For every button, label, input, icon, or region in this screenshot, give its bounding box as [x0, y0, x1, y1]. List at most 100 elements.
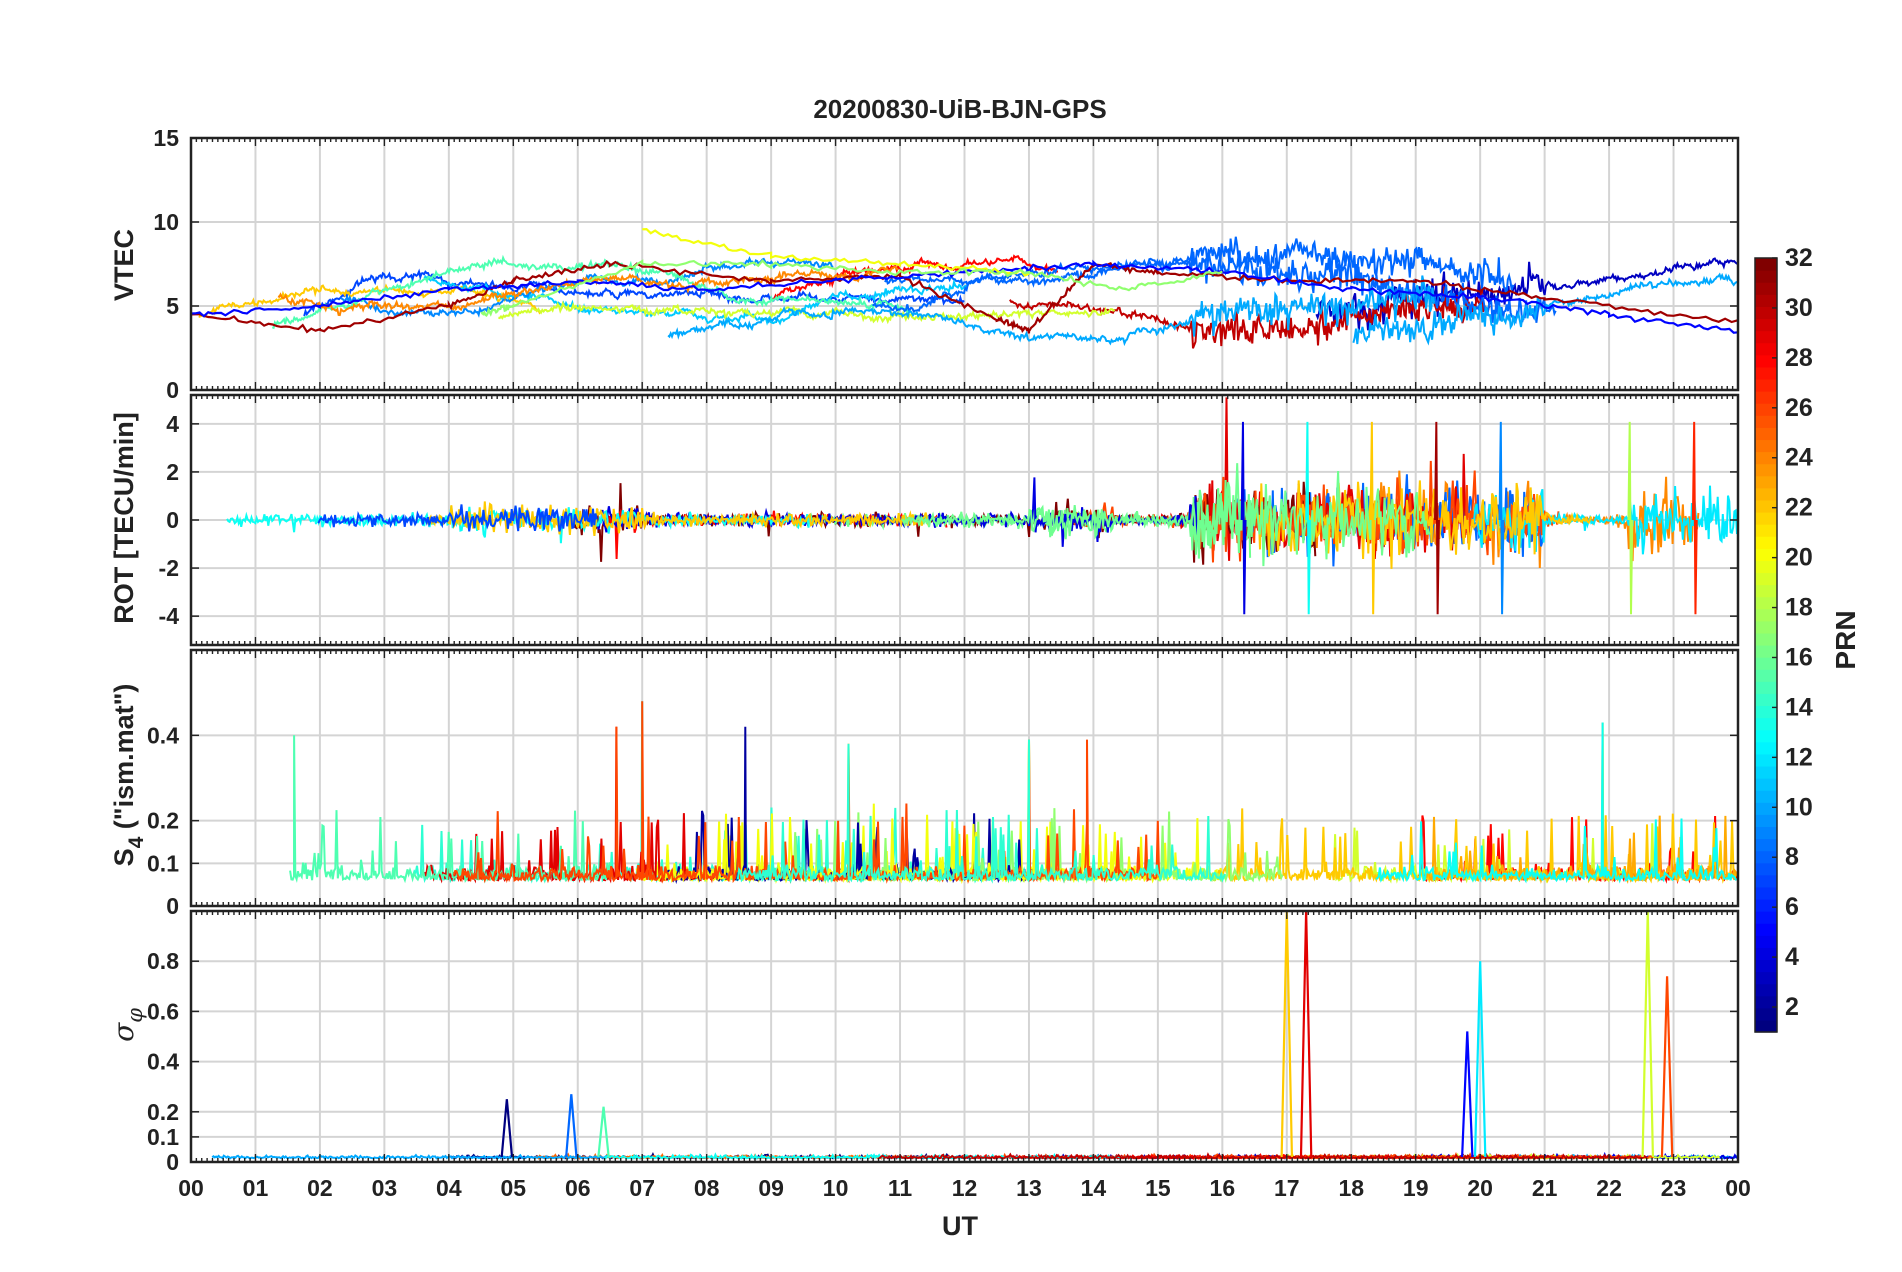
- colorbar-segment: [1755, 862, 1777, 876]
- y-tick-label: 0.6: [147, 998, 179, 1024]
- colorbar-segment: [1755, 511, 1777, 525]
- x-tick-label: 17: [1274, 1175, 1300, 1201]
- colorbar-segment: [1755, 487, 1777, 501]
- panel-vtec: 0 5 10 15: [153, 125, 1740, 403]
- trend-line-prn-31: [191, 259, 1738, 334]
- peak-mark: [1299, 911, 1313, 1158]
- x-tick-label: 01: [243, 1175, 269, 1201]
- x-tick-label: 22: [1596, 1175, 1622, 1201]
- colorbar-segment: [1755, 886, 1777, 900]
- y-tick-label: 15: [153, 125, 179, 151]
- ylabel-sigma-main: σ: [107, 1022, 140, 1042]
- colorbar-segment: [1755, 572, 1777, 586]
- x-tick-label: 10: [823, 1175, 849, 1201]
- colorbar-segment: [1755, 850, 1777, 864]
- colorbar-segment: [1755, 451, 1777, 465]
- y-tick-label: 10: [153, 209, 179, 235]
- x-tick-label: 13: [1016, 1175, 1042, 1201]
- colorbar-segment: [1755, 838, 1777, 852]
- colorbar-segment: [1755, 814, 1777, 828]
- trend-line-prn-5: [191, 259, 1738, 334]
- colorbar-tick-label: 2: [1785, 993, 1799, 1021]
- x-tick-label: 18: [1338, 1175, 1364, 1201]
- rot-spike: [1691, 421, 1698, 615]
- colorbar-segment: [1755, 765, 1777, 779]
- colorbar-segment: [1755, 258, 1777, 271]
- y-tick-label: 4: [166, 411, 179, 437]
- x-tick-label: 21: [1532, 1175, 1558, 1201]
- x-tick-label: 14: [1081, 1175, 1107, 1201]
- series-line: [271, 254, 911, 330]
- colorbar-segment: [1755, 596, 1777, 610]
- x-tick-label: 09: [758, 1175, 784, 1201]
- series-line: [667, 275, 1435, 347]
- colorbar-segment: [1755, 499, 1777, 513]
- x-tick-label: 19: [1403, 1175, 1429, 1201]
- series-group: [289, 701, 1738, 885]
- peak-mark: [1461, 1031, 1474, 1158]
- rot-spike: [1627, 421, 1634, 615]
- series-line: [1375, 722, 1738, 884]
- peak-mark: [1641, 911, 1655, 1158]
- ylabel-s4-rest: ("ism.mat"): [109, 684, 139, 837]
- colorbar-segment: [1755, 270, 1777, 283]
- colorbar-segment: [1755, 705, 1777, 719]
- colorbar-tick-label: 32: [1785, 244, 1813, 272]
- chart-title: 20200830-UiB-BJN-GPS: [813, 94, 1106, 124]
- colorbar-tick-label: 16: [1785, 643, 1813, 671]
- series-group: [191, 227, 1738, 349]
- colorbar-segment: [1755, 560, 1777, 574]
- x-tick-label: 12: [952, 1175, 978, 1201]
- peak-mark: [1473, 961, 1487, 1158]
- series-line: [884, 236, 1515, 295]
- x-tick-label: 05: [500, 1175, 526, 1201]
- peak-mark: [1280, 911, 1294, 1158]
- colorbar-tick-label: 14: [1785, 693, 1813, 721]
- colorbar-segment: [1755, 959, 1777, 973]
- colorbar-segment: [1755, 983, 1777, 997]
- ylabel-s4-main: S: [109, 848, 139, 866]
- x-tick-label: 03: [372, 1175, 398, 1201]
- colorbar-tick-label: 8: [1785, 843, 1799, 871]
- series-line: [1009, 284, 1491, 349]
- x-tick-label: 06: [565, 1175, 591, 1201]
- y-tick-label: 0.2: [147, 1099, 179, 1125]
- ylabel-sigma-sub: φ: [123, 1008, 147, 1023]
- series-group: [211, 911, 1738, 1161]
- colorbar-frame: [1754, 257, 1778, 1033]
- series-line: [901, 463, 1252, 558]
- colorbar-segment: [1755, 282, 1777, 295]
- colorbar-tick-label: 30: [1785, 294, 1813, 322]
- y-tick-label: 0.1: [147, 850, 179, 876]
- colorbar-segment: [1755, 681, 1777, 694]
- y-tick-label: 0.4: [147, 1049, 179, 1075]
- series-line: [498, 300, 1116, 325]
- colorbar-segment: [1755, 548, 1777, 561]
- colorbar-segment: [1755, 693, 1777, 707]
- colorbar-segment: [1755, 354, 1777, 368]
- x-tick-labels: 00 01 02 03 04 05 06 07 08 09 10 11 12 13 14 15 16 17 18 19…: [178, 1175, 1751, 1201]
- y-tick-label: 0: [166, 893, 179, 919]
- y-tick-label: 0.8: [147, 948, 179, 974]
- x-tick-label: 08: [694, 1175, 720, 1201]
- colorbar-tick-label: 28: [1785, 344, 1813, 372]
- colorbar-segment: [1755, 911, 1777, 924]
- y-tick-label: -4: [159, 603, 180, 629]
- colorbar-segment: [1755, 790, 1777, 803]
- ylabel-sigma-phi: σφ: [107, 1008, 147, 1042]
- colorbar-segment: [1755, 947, 1777, 961]
- y-tick-label: 0: [166, 1149, 179, 1175]
- colorbar-segment: [1755, 475, 1777, 489]
- colorbar-segment: [1755, 524, 1777, 537]
- colorbar-segment: [1755, 971, 1777, 985]
- colorbar-segment: [1755, 717, 1777, 731]
- series-line: [736, 739, 1227, 884]
- ylabel-s4-sub: 4: [125, 836, 148, 848]
- colorbar-segment: [1755, 584, 1777, 598]
- colorbar-segment: [1755, 1007, 1777, 1021]
- rot-spike: [1498, 421, 1505, 615]
- colorbar-segment: [1755, 645, 1777, 658]
- y-tick-label: 0.2: [147, 808, 179, 834]
- colorbar-segment: [1755, 294, 1777, 307]
